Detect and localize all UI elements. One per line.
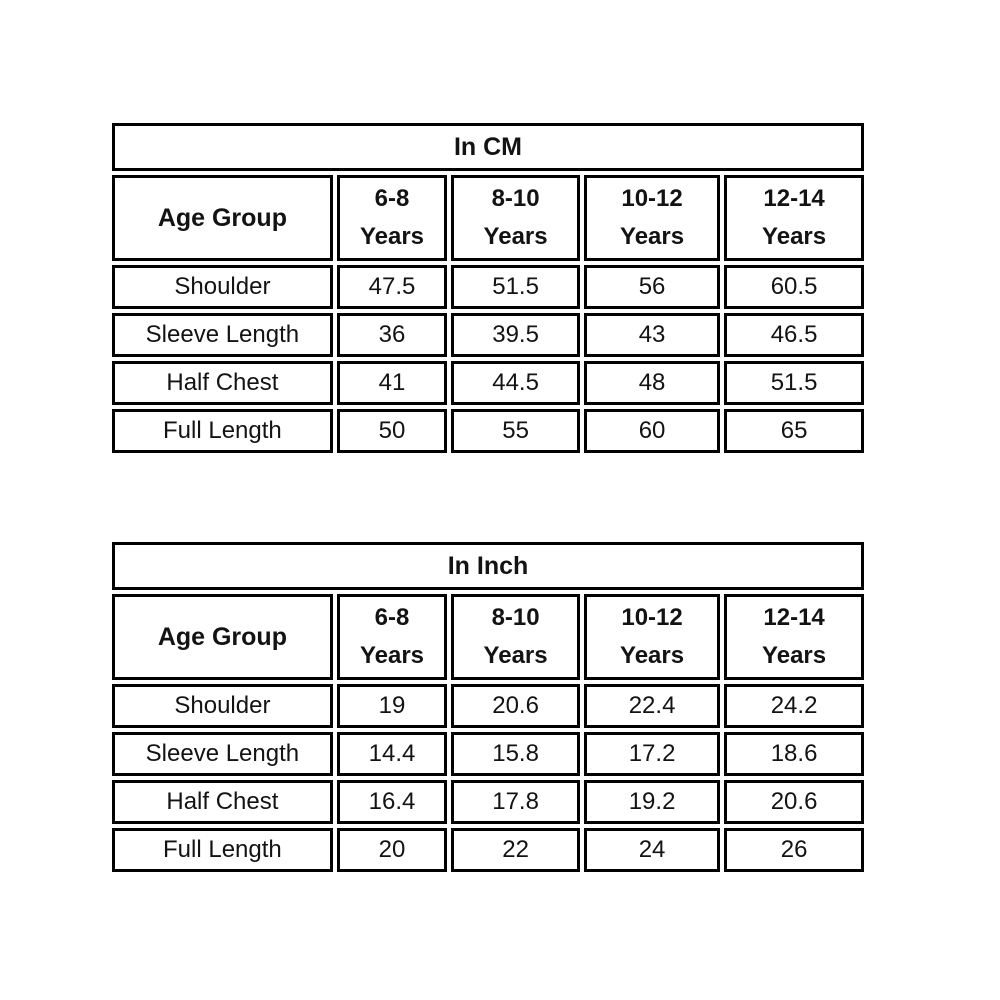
age-range-label: 10-12 [621, 185, 683, 212]
table-title: In Inch [112, 542, 864, 590]
measurement-value: 39.5 [451, 313, 580, 357]
measurement-value: 15.8 [451, 732, 580, 776]
measurement-label: Sleeve Length [112, 732, 333, 776]
measurement-value: 16.4 [336, 780, 448, 824]
table-row: Sleeve Length 36 39.5 43 46.5 [112, 313, 864, 357]
measurement-value: 60 [583, 409, 721, 453]
table-row: Half Chest 16.4 17.8 19.2 20.6 [112, 780, 864, 824]
measurement-value: 20.6 [724, 780, 864, 824]
measurement-value: 22.4 [583, 684, 721, 728]
measurement-value: 48 [583, 361, 721, 405]
age-range-label: 6-8 [374, 604, 410, 631]
measurement-label: Half Chest [112, 361, 333, 405]
column-header: 12-14 Years [724, 175, 864, 261]
measurement-label: Sleeve Length [112, 313, 333, 357]
column-header: 10-12 Years [583, 594, 721, 680]
measurement-label: Half Chest [112, 780, 333, 824]
size-table-inch: In Inch Age Group 6-8 Years 8-10 Years 10-12 Ye… [108, 538, 868, 876]
age-unit-label: Years [620, 642, 685, 669]
measurement-value: 65 [724, 409, 864, 453]
column-header: 8-10 Years [451, 175, 580, 261]
age-unit-label: Years [359, 642, 425, 669]
age-range-label: 6-8 [374, 185, 410, 212]
age-range-label: 8-10 [491, 185, 540, 212]
age-range-label: 8-10 [491, 604, 540, 631]
measurement-value: 55 [451, 409, 580, 453]
measurement-value: 51.5 [451, 265, 580, 309]
measurement-value: 41 [336, 361, 448, 405]
measurement-label: Full Length [112, 828, 333, 872]
age-range-label: 12-14 [763, 185, 825, 212]
measurement-value: 22 [451, 828, 580, 872]
measurement-value: 20.6 [451, 684, 580, 728]
measurement-value: 24 [583, 828, 721, 872]
measurement-value: 17.2 [583, 732, 721, 776]
age-unit-label: Years [483, 223, 548, 250]
table-title-row: In CM [112, 123, 864, 171]
measurement-label: Full Length [112, 409, 333, 453]
measurement-value: 60.5 [724, 265, 864, 309]
measurement-label: Shoulder [112, 684, 333, 728]
measurement-value: 44.5 [451, 361, 580, 405]
table-row: Half Chest 41 44.5 48 51.5 [112, 361, 864, 405]
age-unit-label: Years [762, 223, 827, 250]
age-range-label: 10-12 [621, 604, 683, 631]
measurement-value: 26 [724, 828, 864, 872]
column-header: 8-10 Years [451, 594, 580, 680]
table-header-row: Age Group 6-8 Years 8-10 Years 10-12 Years 12-1… [112, 594, 864, 680]
measurement-value: 50 [336, 409, 448, 453]
table-row: Sleeve Length 14.4 15.8 17.2 18.6 [112, 732, 864, 776]
table-header-row: Age Group 6-8 Years 8-10 Years 10-12 Years 12-1… [112, 175, 864, 261]
column-header: 6-8 Years [336, 594, 448, 680]
size-table-cm: In CM Age Group 6-8 Years 8-10 Years 10-12 Year… [108, 119, 868, 457]
column-header: 6-8 Years [336, 175, 448, 261]
table-title-row: In Inch [112, 542, 864, 590]
measurement-value: 20 [336, 828, 448, 872]
measurement-value: 43 [583, 313, 721, 357]
table-title: In CM [112, 123, 864, 171]
age-unit-label: Years [483, 642, 548, 669]
measurement-value: 51.5 [724, 361, 864, 405]
corner-header-age-group: Age Group [112, 594, 333, 680]
column-header: 10-12 Years [583, 175, 721, 261]
measurement-value: 24.2 [724, 684, 864, 728]
corner-header-age-group: Age Group [112, 175, 333, 261]
measurement-value: 19.2 [583, 780, 721, 824]
table-row: Full Length 20 22 24 26 [112, 828, 864, 872]
age-unit-label: Years [359, 223, 425, 250]
measurement-value: 19 [336, 684, 448, 728]
measurement-value: 18.6 [724, 732, 864, 776]
measurement-value: 47.5 [336, 265, 448, 309]
measurement-value: 46.5 [724, 313, 864, 357]
age-unit-label: Years [620, 223, 685, 250]
table-row: Shoulder 19 20.6 22.4 24.2 [112, 684, 864, 728]
age-range-label: 12-14 [763, 604, 825, 631]
measurement-label: Shoulder [112, 265, 333, 309]
measurement-value: 36 [336, 313, 448, 357]
table-row: Shoulder 47.5 51.5 56 60.5 [112, 265, 864, 309]
age-unit-label: Years [762, 642, 827, 669]
measurement-value: 56 [583, 265, 721, 309]
measurement-value: 17.8 [451, 780, 580, 824]
table-row: Full Length 50 55 60 65 [112, 409, 864, 453]
column-header: 12-14 Years [724, 594, 864, 680]
measurement-value: 14.4 [336, 732, 448, 776]
